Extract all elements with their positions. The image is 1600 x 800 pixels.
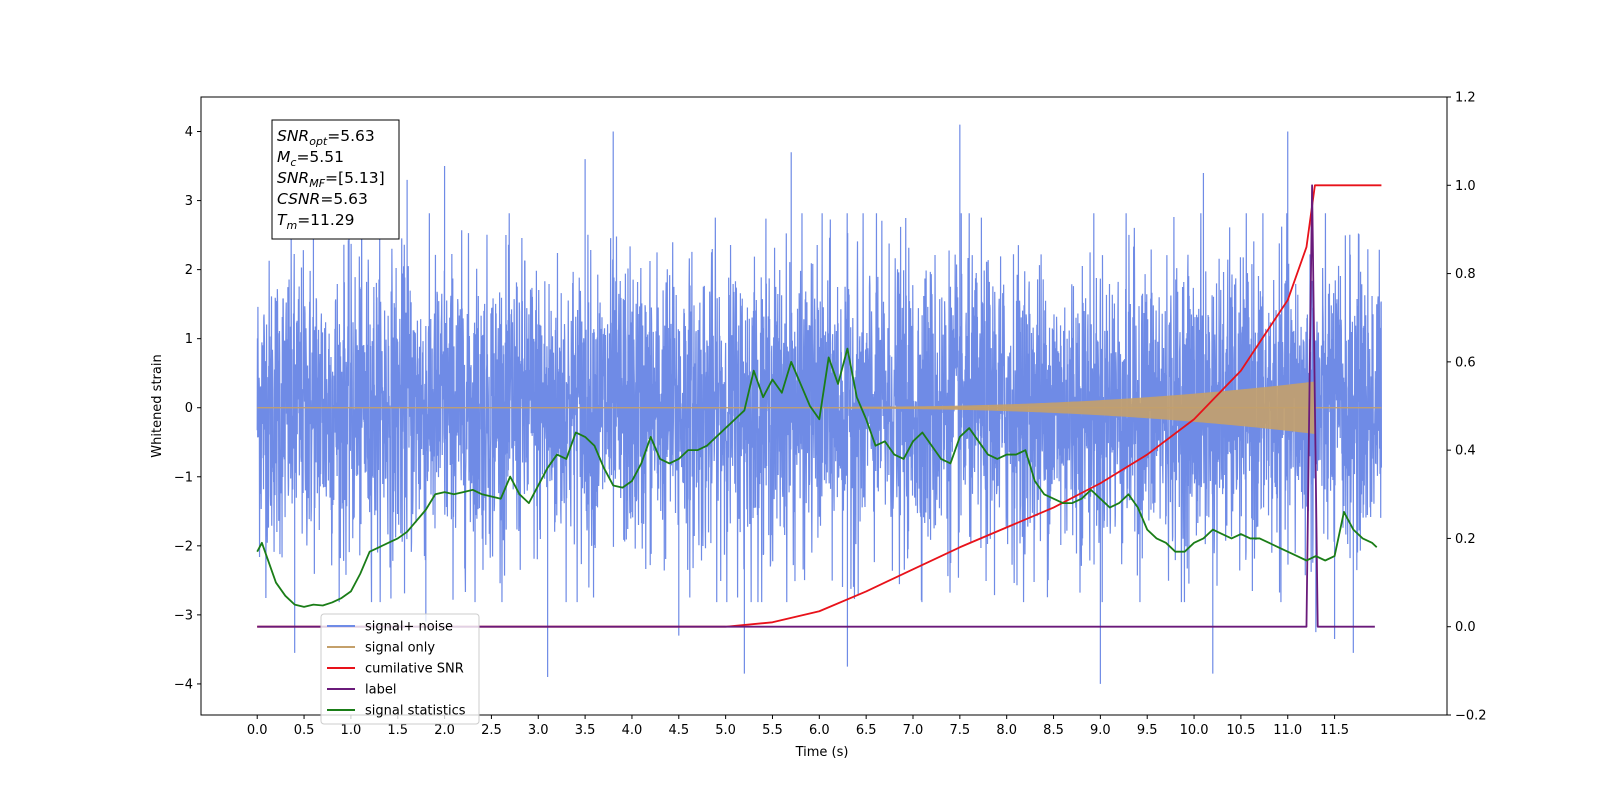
- y-left-tick-label: 1: [185, 332, 193, 347]
- y-axis-label: Whitened strain: [150, 354, 165, 457]
- stats-symbol: SNR: [277, 169, 309, 187]
- legend-label: signal+ noise: [365, 620, 453, 635]
- stats-line: SNRMF=[5.13]: [277, 169, 385, 190]
- stats-subscript: c: [290, 156, 296, 169]
- x-tick-label: 1.5: [387, 723, 408, 738]
- stats-line: Tm=11.29: [277, 211, 355, 232]
- stats-line: Mc=5.51: [277, 148, 344, 169]
- series-cumulative-snr: [257, 184, 1382, 628]
- x-tick-label: 7.0: [903, 723, 924, 738]
- y-right-tick-label: −0.2: [1455, 709, 1487, 724]
- plot-frame: [200, 96, 1448, 716]
- x-tick-label: 10.0: [1180, 723, 1209, 738]
- stats-value: =5.63: [320, 190, 368, 208]
- y-left-tick-label: −1: [174, 470, 193, 485]
- legend-frame: [320, 613, 480, 725]
- x-tick-label: 6.5: [856, 723, 877, 738]
- y-left-tick-label: 0: [185, 401, 193, 416]
- stats-box: SNRopt=5.63Mc=5.51SNRMF=[5.13]CSNR=5.63T…: [271, 119, 400, 240]
- x-tick-label: 9.0: [1090, 723, 1111, 738]
- x-tick-label: 0.0: [247, 723, 268, 738]
- y-right-tick-label: 0.6: [1455, 355, 1476, 370]
- stats-symbol: T: [277, 211, 288, 229]
- series-label: [257, 184, 1375, 628]
- stats-value: =5.63: [327, 127, 375, 145]
- x-tick-label: 7.5: [949, 723, 970, 738]
- y-left-tick-label: −2: [174, 539, 193, 554]
- x-tick-label: 1.0: [341, 723, 362, 738]
- legend-label: signal statistics: [365, 704, 466, 719]
- x-tick-label: 11.5: [1320, 723, 1349, 738]
- y-right-tick-label: 0.0: [1455, 620, 1476, 635]
- x-tick-label: 4.5: [668, 723, 689, 738]
- stats-value: =5.51: [296, 148, 344, 166]
- x-axis: 0.0 0.5 1.0 1.5 2.0 2.5 3.0 3.5 4.0 4.5 5.0 5.5 6.0 6…: [247, 715, 1349, 738]
- x-tick-label: 5.0: [715, 723, 736, 738]
- x-tick-label: 2.0: [434, 723, 455, 738]
- x-tick-label: 4.0: [622, 723, 643, 738]
- x-tick-label: 11.0: [1273, 723, 1302, 738]
- series-signal-statistics: [256, 347, 1378, 608]
- y-right-tick-label: 0.2: [1455, 532, 1476, 547]
- stats-box-frame: [271, 119, 400, 240]
- x-tick-label: 10.5: [1226, 723, 1255, 738]
- y-axis-left: 4 3 2 1 0 −1 −2 −3 −4: [174, 125, 201, 692]
- stats-symbol: CSNR: [277, 190, 320, 208]
- stats-line: CSNR=5.63: [277, 190, 368, 208]
- stats-line: SNRopt=5.63: [277, 127, 375, 148]
- y-right-tick-label: 0.4: [1455, 444, 1476, 459]
- x-tick-label: 5.5: [762, 723, 783, 738]
- x-tick-label: 6.0: [809, 723, 830, 738]
- y-right-tick-label: 1.0: [1455, 179, 1476, 194]
- x-tick-label: 0.5: [294, 723, 315, 738]
- legend: signal+ noise signal only cumilative SNR la…: [320, 613, 480, 725]
- x-tick-label: 9.5: [1137, 723, 1158, 738]
- legend-label: label: [365, 683, 396, 698]
- x-tick-label: 8.5: [1043, 723, 1064, 738]
- x-tick-label: 3.5: [575, 723, 596, 738]
- series-signal-only: [847, 381, 1315, 434]
- stats-symbol: M: [277, 148, 290, 166]
- stats-symbol: SNR: [277, 127, 309, 145]
- x-tick-label: 8.0: [996, 723, 1017, 738]
- stats-subscript: opt: [309, 135, 328, 148]
- y-right-tick-label: 1.2: [1455, 91, 1476, 106]
- x-tick-label: 3.0: [528, 723, 549, 738]
- y-axis-right: 1.2 1.0 0.8 0.6 0.4 0.2 0.0 −0.2: [1447, 91, 1487, 724]
- x-axis-label: Time (s): [795, 745, 849, 760]
- legend-label: cumilative SNR: [365, 662, 464, 677]
- stats-subscript: MF: [309, 177, 325, 190]
- stats-value: =[5.13]: [325, 169, 385, 187]
- plot-area: [256, 124, 1383, 684]
- y-left-tick-label: −3: [174, 608, 193, 623]
- y-left-tick-label: 3: [185, 194, 193, 209]
- stats-subscript: m: [286, 219, 297, 232]
- stats-value: =11.29: [297, 211, 354, 229]
- legend-label: signal only: [365, 641, 435, 656]
- y-left-tick-label: 2: [185, 263, 193, 278]
- y-left-tick-label: −4: [174, 677, 193, 692]
- x-tick-label: 2.5: [481, 723, 502, 738]
- y-right-tick-label: 0.8: [1455, 267, 1476, 282]
- y-left-tick-label: 4: [185, 125, 193, 140]
